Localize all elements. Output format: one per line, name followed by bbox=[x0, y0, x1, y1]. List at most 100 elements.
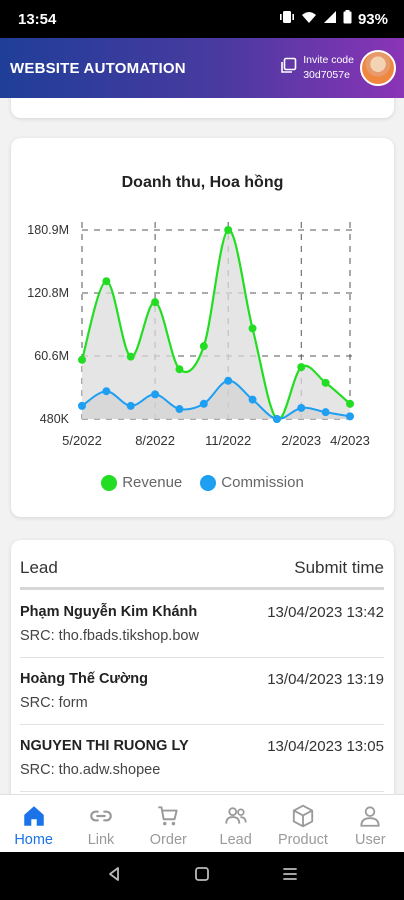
legend-commission[interactable]: Commission bbox=[200, 474, 304, 491]
signal-icon bbox=[323, 10, 337, 28]
battery-percent: 93% bbox=[357, 10, 388, 28]
nav-lead-label: Lead bbox=[219, 832, 252, 848]
battery-icon bbox=[343, 10, 352, 28]
nav-home-label: Home bbox=[14, 832, 53, 848]
revenue-point bbox=[78, 355, 86, 364]
column-lead: Lead bbox=[20, 558, 58, 577]
summary-card bbox=[11, 98, 394, 118]
nav-order[interactable]: Order bbox=[135, 795, 202, 852]
box-icon bbox=[292, 804, 314, 828]
system-navigation bbox=[0, 852, 404, 900]
commission-point bbox=[346, 412, 354, 421]
commission-area bbox=[82, 380, 350, 420]
commission-point bbox=[102, 387, 111, 396]
revenue-point bbox=[102, 277, 111, 286]
legend-commission-label: Commission bbox=[221, 474, 304, 491]
lead-name: Hoàng Thế Cường bbox=[20, 671, 148, 687]
nav-order-label: Order bbox=[149, 832, 187, 848]
leads-table-header: Lead Submit time bbox=[20, 558, 384, 578]
commission-point bbox=[175, 405, 184, 414]
commission-point bbox=[224, 376, 233, 385]
lead-time: 13/04/2023 13:05 bbox=[267, 738, 384, 755]
commission-point bbox=[297, 403, 306, 412]
nav-link-label: Link bbox=[87, 832, 115, 848]
lead-name: Phạm Nguyễn Kim Khánh bbox=[20, 604, 198, 620]
home-circle-icon[interactable] bbox=[194, 866, 210, 887]
revenue-point bbox=[248, 324, 257, 333]
leads-card: Lead Submit time Phạm Nguyễn Kim Khánh 1… bbox=[11, 540, 394, 794]
table-row[interactable]: NGUYEN THI RUONG LY 13/04/2023 13:05 SRC… bbox=[20, 726, 384, 792]
commission-point bbox=[248, 395, 257, 404]
revenue-point bbox=[199, 342, 208, 351]
table-row[interactable]: Phạm Nguyễn Kim Khánh 13/04/2023 13:42 S… bbox=[20, 592, 384, 658]
nav-lead[interactable]: Lead bbox=[202, 795, 269, 852]
copy-icon bbox=[280, 57, 297, 79]
commission-point bbox=[321, 408, 330, 417]
user-icon bbox=[360, 806, 380, 827]
nav-user-label: User bbox=[354, 832, 386, 848]
x-tick-label: 11/2022 bbox=[205, 433, 251, 448]
column-submit-time: Submit time bbox=[294, 558, 384, 577]
lead-source: SRC: form bbox=[20, 695, 88, 711]
nav-product[interactable]: Product bbox=[269, 795, 336, 852]
invite-code: 30d7057e bbox=[303, 69, 350, 81]
x-tick-label: 5/2022 bbox=[62, 433, 102, 448]
x-tick-label: 2/2023 bbox=[281, 433, 321, 448]
revenue-point bbox=[126, 352, 135, 361]
y-tick-label: 180.9M bbox=[27, 223, 69, 237]
menu-icon[interactable] bbox=[282, 866, 298, 887]
status-time: 13:54 bbox=[18, 10, 57, 28]
users-icon bbox=[224, 807, 247, 824]
nav-link[interactable]: Link bbox=[67, 795, 134, 852]
status-bar: 13:54 93% bbox=[0, 0, 404, 38]
y-tick-label: 60.6M bbox=[34, 349, 69, 363]
nav-home[interactable]: Home bbox=[0, 795, 67, 852]
invite-label: Invite code bbox=[303, 54, 354, 66]
revenue-point bbox=[151, 298, 160, 307]
commission-point bbox=[272, 415, 281, 423]
revenue-chart-card: Doanh thu, Hoa hồng 480K 60.6M 120.8M 180.9… bbox=[11, 138, 394, 517]
revenue-point bbox=[346, 399, 354, 408]
back-icon[interactable] bbox=[106, 866, 122, 887]
nav-product-label: Product bbox=[277, 832, 328, 848]
table-row[interactable]: Hoàng Thế Cường 13/04/2023 13:19 SRC: fo… bbox=[20, 659, 384, 725]
legend-revenue-label: Revenue bbox=[122, 474, 183, 491]
revenue-point bbox=[175, 365, 184, 374]
app-header: WEBSITE AUTOMATION Invite code 30d7057e bbox=[0, 38, 404, 98]
x-tick-label: 4/2023 bbox=[330, 433, 370, 448]
commission-point bbox=[126, 401, 135, 410]
home-icon bbox=[23, 806, 44, 826]
lead-source: SRC: tho.adw.shopee bbox=[20, 762, 161, 778]
cart-icon bbox=[158, 806, 178, 826]
lead-name: NGUYEN THI RUONG LY bbox=[20, 738, 189, 754]
commission-point bbox=[199, 399, 208, 408]
avatar[interactable] bbox=[360, 50, 396, 86]
legend-revenue[interactable]: Revenue bbox=[101, 474, 182, 491]
main-content[interactable]: Doanh thu, Hoa hồng 480K 60.6M 120.8M 180.9… bbox=[0, 98, 404, 794]
invite-code-button[interactable]: Invite code 30d7057e bbox=[280, 53, 354, 83]
lead-time: 13/04/2023 13:19 bbox=[267, 671, 384, 688]
bottom-navigation: Home Link Order Lead Product User bbox=[0, 794, 404, 852]
commission-point bbox=[151, 390, 160, 399]
link-icon bbox=[90, 810, 112, 822]
y-tick-label: 120.8M bbox=[27, 286, 69, 300]
app-title: WEBSITE AUTOMATION bbox=[10, 59, 186, 77]
chart-title: Doanh thu, Hoa hồng bbox=[121, 174, 284, 191]
x-tick-label: 8/2022 bbox=[135, 433, 175, 448]
chart-legend: Revenue Commission bbox=[11, 474, 394, 491]
commission-dot-icon bbox=[200, 474, 217, 491]
revenue-point bbox=[224, 226, 233, 234]
wifi-icon bbox=[301, 10, 317, 28]
revenue-point bbox=[297, 363, 306, 372]
revenue-area bbox=[82, 229, 350, 420]
header-divider bbox=[20, 587, 384, 590]
nav-user[interactable]: User bbox=[337, 795, 404, 852]
revenue-dot-icon bbox=[101, 474, 118, 491]
revenue-point bbox=[321, 378, 330, 387]
revenue-commission-chart: 480K 60.6M 120.8M 180.9M 5/2022 8/2022 11/2022… bbox=[27, 222, 370, 448]
vibrate-icon bbox=[279, 10, 295, 28]
lead-source: SRC: tho.fbads.tikshop.bow bbox=[20, 628, 199, 644]
commission-point bbox=[78, 401, 86, 410]
lead-time: 13/04/2023 13:42 bbox=[267, 604, 384, 621]
y-tick-label: 480K bbox=[40, 412, 70, 426]
